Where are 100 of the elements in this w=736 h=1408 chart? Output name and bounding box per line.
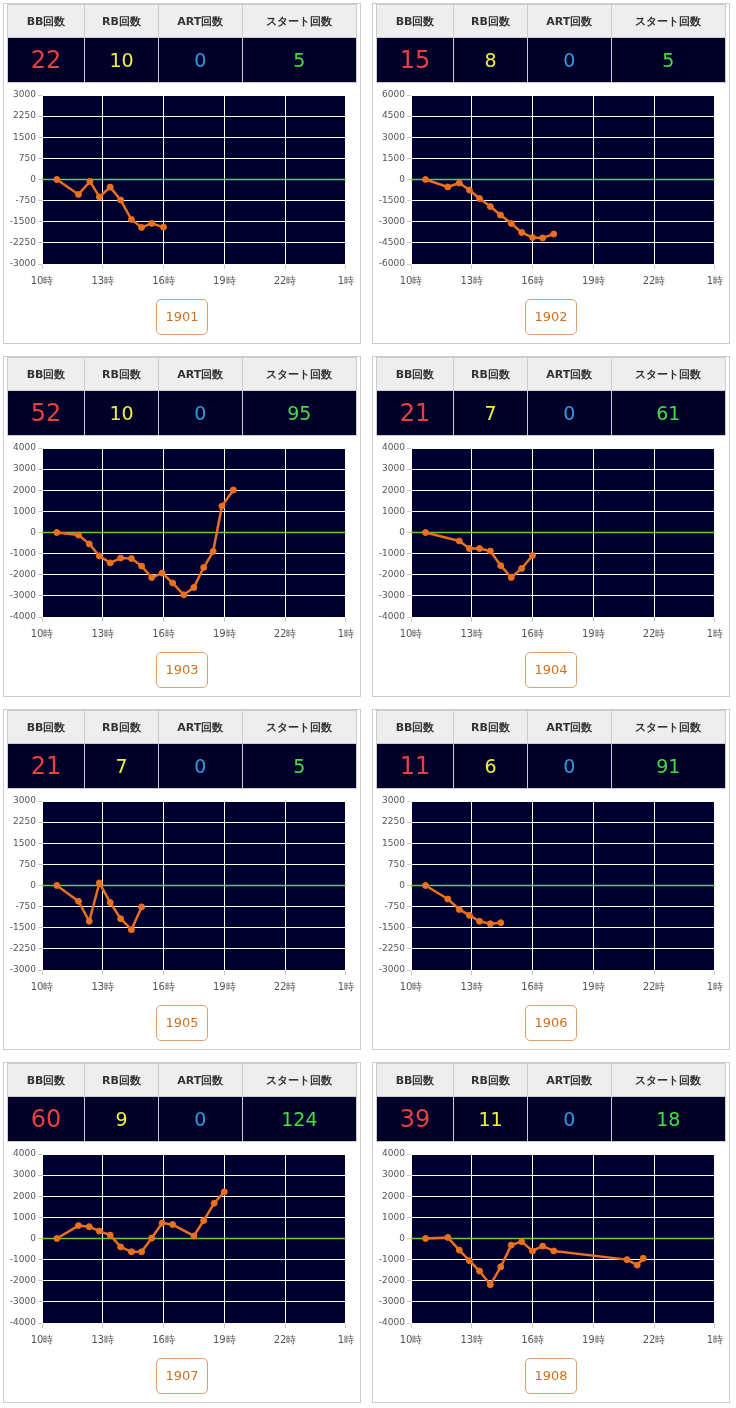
x-tick-label: 22時 (273, 1333, 297, 1345)
data-label: 124 (242, 1096, 357, 1142)
y-tick-label: -4000 (378, 611, 406, 622)
y-tick-label: 1500 (13, 131, 37, 142)
y-tick-label: -3000 (378, 590, 406, 601)
x-tick-label: 22時 (273, 274, 297, 286)
y-tick-label: -3000 (9, 590, 37, 601)
point (85, 917, 93, 925)
data-label: 5 (611, 37, 726, 83)
category-label: スタート回数 (242, 357, 357, 391)
point (190, 583, 198, 591)
y-tick-label: -3000 (9, 964, 37, 975)
y-tick-label: 3000 (382, 795, 406, 806)
point (497, 919, 505, 927)
point (550, 230, 558, 238)
data-label: 11 (453, 1096, 528, 1142)
point (117, 196, 125, 204)
x-tick-label: 19時 (581, 274, 605, 286)
point (106, 183, 114, 191)
y-tick-label: 0 (30, 1232, 37, 1243)
y-tick-label: -3000 (378, 964, 406, 975)
x-tick-label: 22時 (642, 1333, 666, 1345)
point (529, 234, 537, 242)
category-label: ART回数 (158, 1063, 243, 1097)
y-tick-label: -1000 (9, 1253, 37, 1264)
y-tick-label: 0 (399, 173, 406, 184)
point (444, 1233, 452, 1241)
y-tick-label: 1500 (382, 837, 406, 848)
point (529, 1247, 537, 1255)
data-label: 0 (527, 743, 612, 789)
data-label: 39 (376, 1096, 454, 1142)
point (529, 552, 537, 560)
x-tick-label: 1時 (337, 627, 355, 639)
x-tick-label: 10時 (399, 627, 423, 639)
data-label: 60 (7, 1096, 85, 1142)
point (507, 574, 515, 581)
data-label: 10 (84, 37, 159, 83)
x-tick-label: 22時 (642, 274, 666, 286)
category-label: BB回数 (376, 357, 454, 391)
y-tick-label: -2250 (378, 943, 406, 954)
point (465, 186, 473, 194)
x-tick-label: 19時 (581, 980, 605, 992)
category-label: ART回数 (158, 357, 243, 391)
point (476, 195, 484, 203)
y-tick-label: 2250 (13, 816, 37, 827)
point (465, 911, 473, 919)
x-tick-label: 22時 (642, 980, 666, 992)
y-tick-label: 1500 (382, 152, 406, 163)
point (455, 905, 463, 913)
category-label: RB回数 (453, 357, 528, 391)
y-tick-label: 3000 (13, 463, 37, 474)
y-tick-label: 3000 (13, 1169, 37, 1180)
category-label: ART回数 (527, 710, 612, 744)
data-label: 8 (453, 37, 528, 83)
x-tick-label: 1時 (706, 274, 724, 286)
category-label: RB回数 (84, 4, 159, 38)
category-label: ART回数 (527, 4, 612, 38)
point (476, 1267, 484, 1275)
x-tick-label: 1時 (337, 274, 355, 286)
x-tick-label: 16時 (152, 980, 175, 992)
y-tick-label: -1500 (9, 922, 37, 933)
data-label: 15 (376, 37, 454, 83)
y-tick-label: -2000 (9, 1275, 37, 1286)
data-label: 0 (527, 1096, 612, 1142)
y-tick-label: -1500 (378, 194, 406, 205)
data-label: 21 (376, 390, 454, 436)
y-tick-label: 2000 (382, 484, 406, 495)
point (507, 219, 515, 227)
category-label: スタート回数 (242, 1063, 357, 1097)
category-label: スタート回数 (242, 710, 357, 744)
point (86, 177, 94, 185)
category-label: RB回数 (453, 710, 528, 744)
x-tick-label: 19時 (581, 627, 605, 639)
data-label: 0 (158, 1096, 243, 1142)
x-tick-label: 10時 (30, 980, 54, 992)
y-tick-label: 750 (18, 152, 37, 163)
point (497, 562, 505, 570)
y-tick-label: -4500 (378, 237, 406, 248)
y-tick-label: 3000 (382, 131, 406, 142)
y-tick-label: -1500 (378, 922, 406, 933)
x-tick-label: 16時 (521, 980, 544, 992)
y-tick-label: -750 (384, 900, 406, 911)
y-tick-label: 1000 (13, 1211, 37, 1222)
category-label: RB回数 (453, 1063, 528, 1097)
data-label: 95 (242, 390, 357, 436)
point (539, 1242, 547, 1250)
category-label: BB回数 (7, 357, 85, 391)
x-tick-label: 13時 (460, 1333, 484, 1345)
y-tick-label: 0 (30, 526, 37, 537)
x-tick-label: 13時 (460, 980, 484, 992)
x-tick-label: 10時 (399, 274, 423, 286)
point (476, 545, 484, 553)
y-tick-label: 3000 (382, 1169, 406, 1180)
y-tick-label: 1000 (382, 1211, 406, 1222)
x-tick-label: 1時 (706, 627, 724, 639)
point (74, 190, 82, 198)
x-tick-label: 19時 (212, 980, 236, 992)
x-tick-label: 10時 (30, 1333, 54, 1345)
category-label: BB回数 (7, 710, 85, 744)
x-tick-label: 13時 (91, 1333, 115, 1345)
